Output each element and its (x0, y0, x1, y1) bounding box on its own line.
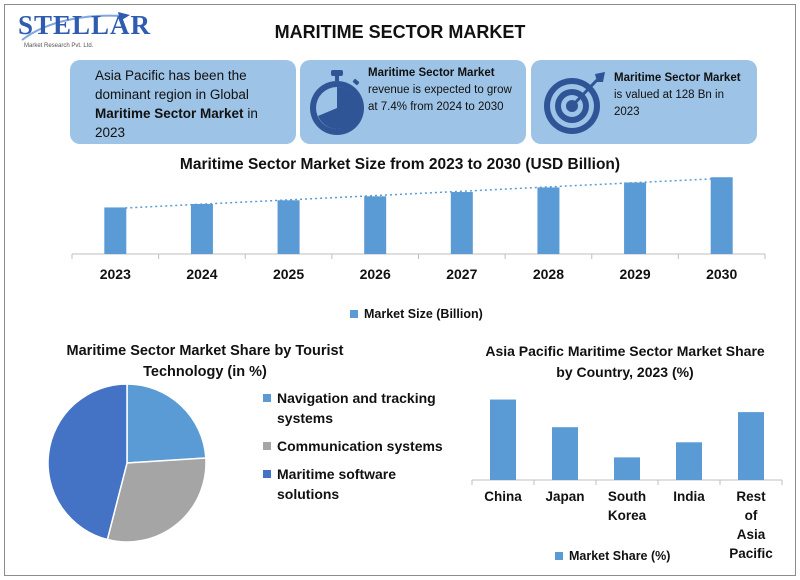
country-share-chart: China Japan South Korea India Rest of Asia Pacif… (471, 399, 783, 561)
logo-swoosh-icon (21, 12, 130, 41)
x-tick-label: 2028 (533, 266, 564, 282)
x-tick-label: 2025 (273, 266, 304, 282)
legend-label: Communication systems (277, 438, 443, 454)
bar (450, 192, 473, 254)
legend-item: Navigation and tracking systems (263, 388, 443, 428)
growth-card-text: Maritime Sector Market revenue is expect… (368, 67, 512, 113)
legend-item: Communication systems (263, 436, 443, 456)
bar (710, 177, 733, 254)
legend-label: Navigation and tracking systems (277, 390, 436, 426)
region-card: Asia Pacific has been the dominant regio… (70, 60, 296, 144)
bar (277, 200, 300, 254)
legend-swatch (555, 552, 563, 560)
pie-slice (47, 383, 128, 541)
legend-item: Maritime software solutions (263, 464, 443, 504)
market-size-chart: 2023 2024 2025 2026 2027 2028 2029 2030 (71, 177, 766, 282)
market-size-legend: Market Size (Billion) (350, 307, 483, 321)
legend-swatch (350, 310, 358, 318)
pie-slice (126, 383, 207, 464)
x-tick-label: India (673, 489, 705, 504)
stopwatch-icon (310, 70, 364, 135)
x-tick-label: China (484, 489, 522, 504)
country-share-legend: Market Share (%) (555, 549, 670, 563)
bar (624, 182, 647, 254)
x-tick-label: 2030 (706, 266, 737, 282)
bar (537, 187, 560, 254)
x-tick-label: Rest of Asia Pacific (729, 489, 773, 561)
x-tick-label: South Korea (608, 489, 647, 523)
bar (738, 412, 764, 480)
bar (614, 457, 640, 480)
value-card: Maritime Sector Market is valued at 128 … (531, 60, 757, 144)
legend-swatch (263, 394, 271, 402)
legend-swatch (263, 470, 271, 478)
bar (364, 196, 387, 254)
infographic-frame (4, 4, 796, 576)
pie-slice (106, 457, 207, 543)
x-tick-label: Japan (545, 489, 584, 504)
legend-label: Market Size (Billion) (364, 307, 483, 321)
market-size-chart-title: Maritime Sector Market Size from 2023 to… (179, 156, 621, 173)
bar (552, 427, 578, 480)
bar (190, 204, 213, 254)
x-tick-label: 2026 (360, 266, 391, 282)
bar (104, 207, 127, 254)
region-card-text: Asia Pacific has been the dominant regio… (95, 68, 258, 140)
bar (490, 399, 516, 480)
x-tick-label: 2023 (100, 266, 131, 282)
legend-label: Maritime software solutions (277, 466, 397, 502)
x-tick-label: 2024 (186, 266, 217, 282)
legend-label: Market Share (%) (569, 549, 671, 563)
country-share-title: Asia Pacific Maritime Sector Market Shar… (485, 343, 765, 380)
page-title: MARITIME SECTOR MARKET (274, 22, 526, 42)
legend-swatch (263, 442, 271, 450)
trendline (115, 177, 722, 210)
x-tick-label: 2029 (619, 266, 650, 282)
growth-card: Maritime Sector Market revenue is expect… (300, 60, 526, 144)
logo-wordmark: STELLAR (18, 10, 152, 40)
bar (676, 442, 702, 480)
x-tick-label: 2027 (446, 266, 477, 282)
technology-share-title: Maritime Sector Market Share by Tourist … (66, 343, 344, 380)
technology-share-legend: Navigation and tracking systems Communic… (263, 388, 443, 512)
value-card-text: Maritime Sector Market is valued at 128 … (614, 72, 741, 118)
logo-subtitle: Market Research Pvt. Ltd. (24, 43, 94, 49)
stellar-logo: STELLAR Market Research Pvt. Ltd. (18, 10, 150, 54)
target-icon (544, 72, 605, 134)
technology-share-pie (47, 383, 207, 543)
